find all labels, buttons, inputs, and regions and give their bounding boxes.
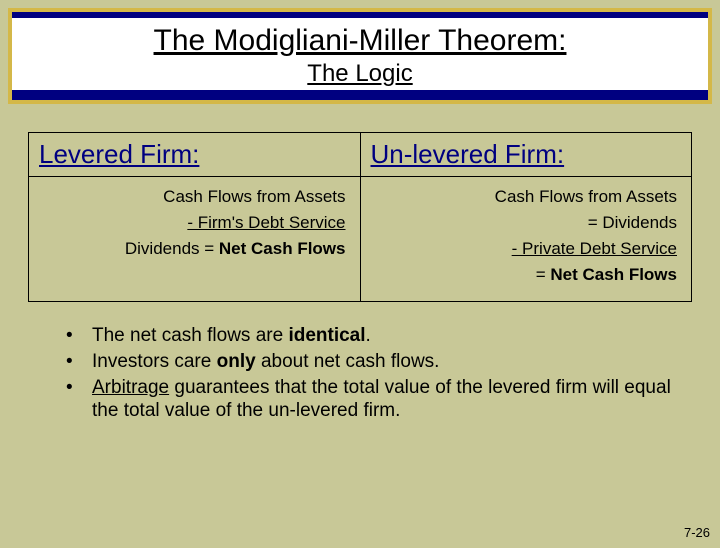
left-row: - Firm's Debt Service (43, 213, 346, 233)
right-row: Cash Flows from Assets (375, 187, 678, 207)
right-row: = Net Cash Flows (375, 265, 678, 285)
bullet-text: about net cash flows. (256, 351, 440, 372)
page-number: 7-26 (684, 525, 710, 540)
slide-subtitle: The Logic (12, 60, 708, 88)
bullet-text: guarantees that the total value of the l… (92, 377, 671, 422)
comparison-table: Levered Firm: Un-levered Firm: Cash Flow… (28, 132, 692, 302)
bullet-text: The net cash flows are (92, 325, 288, 346)
left-row-prefix: Dividends = (125, 239, 219, 258)
bullet-list: The net cash flows are identical. Invest… (66, 324, 692, 423)
bullet-text: . (366, 325, 371, 346)
table-body-left: Cash Flows from Assets - Firm's Debt Ser… (29, 177, 361, 302)
bullet-item: The net cash flows are identical. (66, 324, 692, 348)
title-inner: The Modigliani-Miller Theorem: The Logic (12, 18, 708, 90)
right-firm-header: Un-levered Firm: (371, 139, 565, 169)
table-header-right: Un-levered Firm: (360, 133, 692, 177)
bullet-bold: only (217, 351, 256, 372)
table-header-left: Levered Firm: (29, 133, 361, 177)
content-area: Levered Firm: Un-levered Firm: Cash Flow… (0, 104, 720, 423)
bullet-bold: identical (288, 325, 365, 346)
left-row: Cash Flows from Assets (43, 187, 346, 207)
slide-title: The Modigliani-Miller Theorem: (12, 24, 708, 58)
table-body-right: Cash Flows from Assets = Dividends - Pri… (360, 177, 692, 302)
right-row: = Dividends (375, 213, 678, 233)
right-row-prefix: = (536, 265, 551, 284)
left-row: Dividends = Net Cash Flows (43, 239, 346, 259)
bullet-item: Investors care only about net cash flows… (66, 350, 692, 374)
left-firm-header: Levered Firm: (39, 139, 199, 169)
bullet-underline: Arbitrage (92, 377, 169, 398)
left-row-bold: Net Cash Flows (219, 239, 346, 258)
right-row-bold: Net Cash Flows (550, 265, 677, 284)
right-row: - Private Debt Service (375, 239, 678, 259)
title-banner: The Modigliani-Miller Theorem: The Logic (8, 8, 712, 104)
bullet-item: Arbitrage guarantees that the total valu… (66, 376, 692, 424)
bullet-text: Investors care (92, 351, 217, 372)
